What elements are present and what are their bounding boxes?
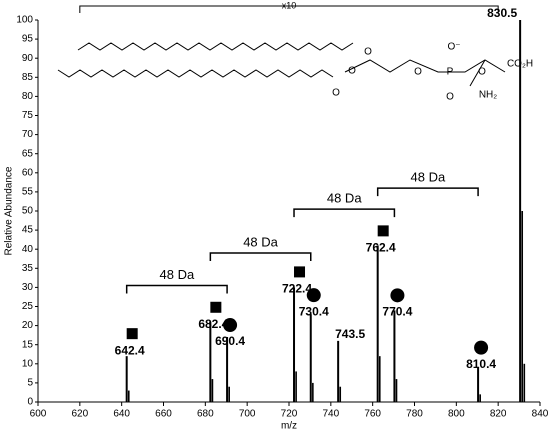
peak-label: 682.4 — [198, 317, 228, 331]
x-tick-label: 760 — [364, 409, 381, 420]
y-tick-label: 50 — [22, 206, 34, 217]
ion-marker — [390, 288, 405, 303]
y-tick-label: 35 — [22, 263, 34, 274]
x-tick-label: 740 — [322, 409, 339, 420]
bracket — [376, 187, 479, 197]
x-tick-label: 840 — [532, 409, 549, 420]
y-tick-label: 5 — [27, 378, 33, 389]
peak-label: 642.4 — [115, 343, 145, 357]
x-tick-label: 660 — [155, 409, 172, 420]
peak-label: 743.5 — [335, 327, 365, 341]
y-tick-label: 70 — [22, 129, 34, 140]
structure-bond — [344, 59, 506, 73]
bracket — [209, 252, 312, 262]
y-tick-label: 100 — [16, 15, 33, 26]
y-tick-label: 90 — [22, 53, 34, 64]
x-tick-label: 800 — [448, 409, 465, 420]
x-tick-label: 680 — [197, 409, 214, 420]
structure-label: CO₂H — [507, 59, 533, 70]
ion-marker — [210, 301, 222, 313]
structure-bond — [77, 42, 354, 51]
peak-label: 830.5 — [487, 6, 517, 20]
bracket-label: 48 Da — [411, 170, 446, 185]
bracket-label: 48 Da — [327, 191, 362, 206]
structure-label: O — [414, 67, 422, 78]
structure-label: O — [478, 67, 486, 78]
ion-marker — [474, 340, 489, 355]
peak-label: 770.4 — [382, 304, 412, 318]
y-tick-label: 30 — [22, 282, 34, 293]
structure-label: O — [332, 88, 340, 99]
x-tick-label: 720 — [281, 409, 298, 420]
ion-marker — [377, 225, 389, 237]
x-tick-label: 780 — [406, 409, 423, 420]
structure-label: O — [348, 66, 356, 77]
structure-label: P — [447, 67, 454, 78]
bracket-label: 48 Da — [243, 234, 278, 249]
x-tick-label: 820 — [490, 409, 507, 420]
structure-bond — [469, 59, 486, 87]
y-tick-label: 0 — [27, 397, 33, 408]
y-tick-label: 95 — [22, 34, 34, 45]
peak-label: 722.4 — [282, 282, 312, 296]
y-tick-label: 65 — [22, 148, 34, 159]
bracket — [125, 284, 228, 294]
x-tick-label: 700 — [239, 409, 256, 420]
y-tick-label: 85 — [22, 72, 34, 83]
y-tick-label: 15 — [22, 339, 34, 350]
ion-marker — [294, 266, 306, 278]
y-tick-label: 80 — [22, 91, 34, 102]
bracket — [293, 208, 396, 218]
peak-label: 690.4 — [215, 334, 245, 348]
ion-marker — [306, 288, 321, 303]
y-tick-label: 45 — [22, 225, 34, 236]
y-tick-label: 20 — [22, 320, 34, 331]
y-tick-label: 25 — [22, 301, 34, 312]
scale-label: x10 — [282, 0, 297, 10]
structure-label: NH₂ — [479, 90, 497, 101]
x-tick-label: 600 — [30, 409, 47, 420]
x-axis-label: m/z — [281, 421, 297, 432]
structure-label: O — [364, 47, 372, 58]
peak-label: 810.4 — [466, 357, 496, 371]
x-tick-label: 620 — [71, 409, 88, 420]
ion-marker — [223, 318, 238, 333]
structure-label: O — [446, 92, 454, 103]
ion-marker — [126, 328, 138, 340]
structure-label: O⁻ — [447, 42, 460, 53]
y-tick-label: 75 — [22, 110, 34, 121]
structure-bond — [57, 69, 334, 78]
y-tick-label: 60 — [22, 167, 34, 178]
peak-label: 730.4 — [299, 304, 329, 318]
y-tick-label: 10 — [22, 358, 34, 369]
y-axis-label: Relative Abundance — [4, 166, 15, 255]
scale-bracket — [79, 5, 499, 13]
bracket-label: 48 Da — [160, 267, 195, 282]
peak-label: 762.4 — [366, 241, 396, 255]
x-tick-label: 640 — [113, 409, 130, 420]
y-tick-label: 55 — [22, 187, 34, 198]
y-tick-label: 40 — [22, 244, 34, 255]
